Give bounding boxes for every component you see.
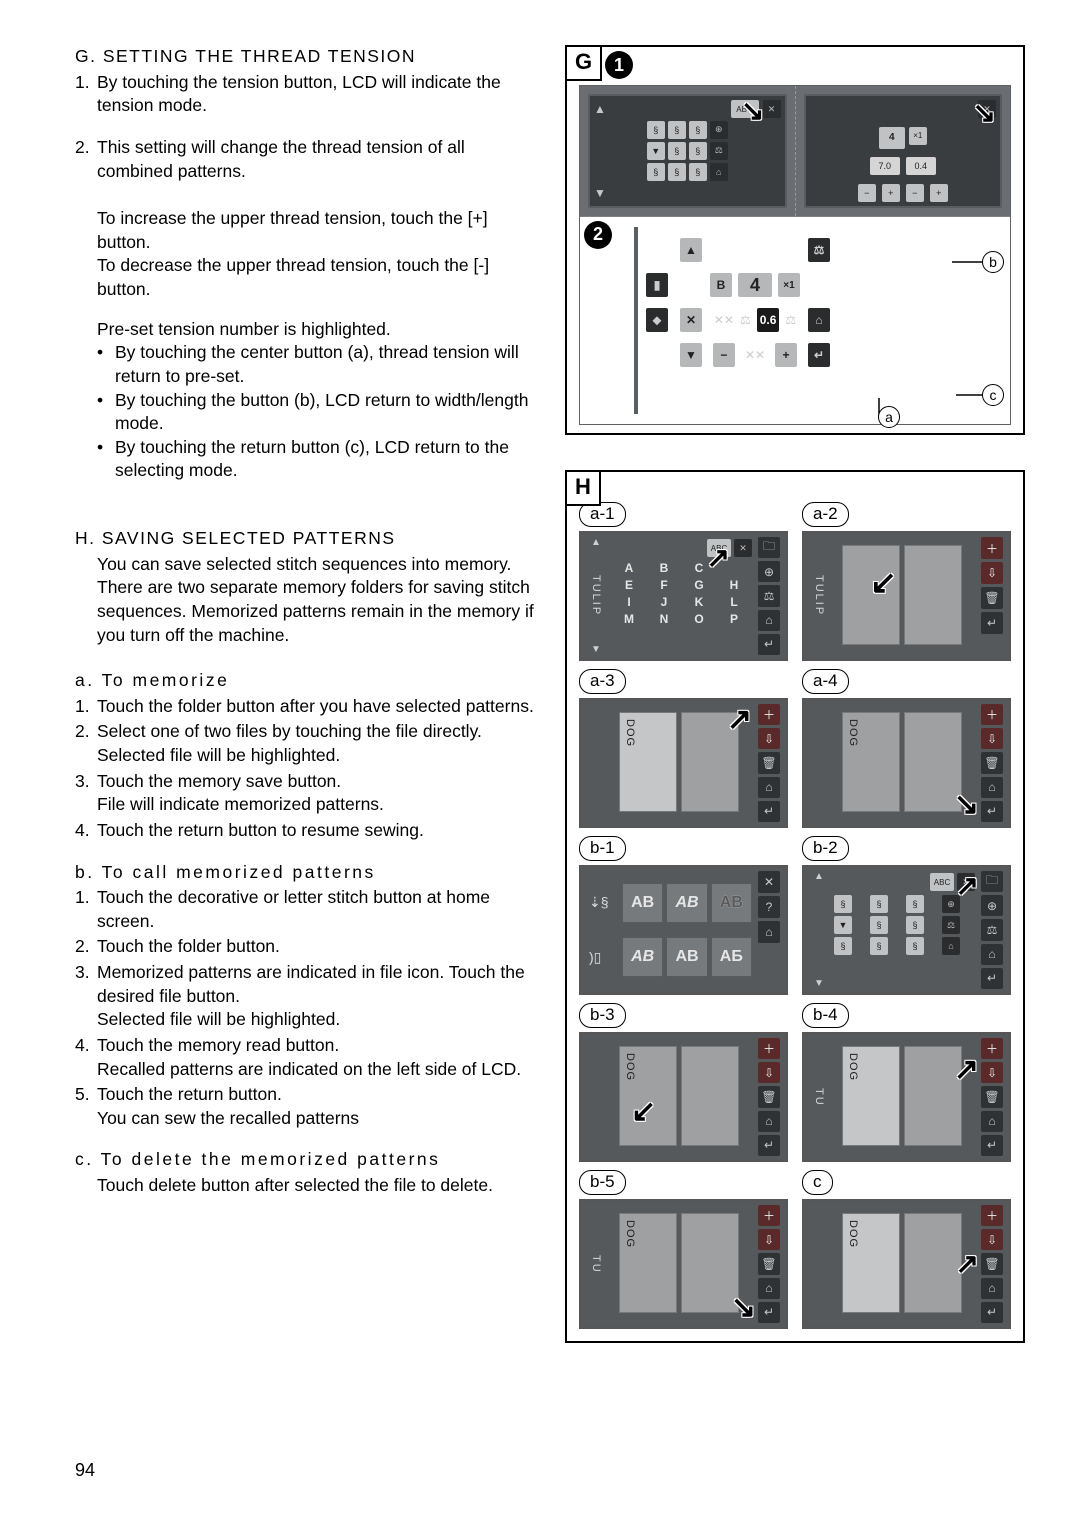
- delete-icon: 🗑: [981, 1253, 1003, 1274]
- h-intro: You can save selected stitch sequences i…: [75, 553, 535, 648]
- g-note-3: Pre-set tension number is highlighted.: [75, 318, 535, 342]
- letter-cell: A: [613, 561, 645, 575]
- letter-cell: G: [683, 578, 715, 592]
- text-column: G. SETTING THE THREAD TENSION 1. By touc…: [75, 45, 535, 1343]
- callout-2-icon: 2: [584, 221, 612, 249]
- cell-a2: a-2 TULIP ＋ ⇩🗑↵ ↙: [802, 502, 1011, 661]
- g-item-2: 2. This setting will change the thread t…: [75, 136, 535, 183]
- return-icon: ↵: [758, 1302, 780, 1323]
- cell-b3: b-3 DOG ＋⇩🗑⌂↵ ↙: [579, 1003, 788, 1162]
- return-icon: ↵: [808, 343, 830, 367]
- g-bullet-2: •By touching the button (b), LCD return …: [75, 389, 535, 436]
- letter-cell: J: [648, 595, 680, 609]
- cell-a3: a-3 DOG ＋⇩🗑⌂↵ ↗: [579, 669, 788, 828]
- letter-cell: P: [718, 612, 750, 626]
- heading-h: H. SAVING SELECTED PATTERNS: [75, 527, 535, 551]
- b-step-3: 3.Memorized patterns are indicated in fi…: [75, 961, 535, 1032]
- home-icon: ⌂: [808, 308, 830, 332]
- tension-icon: ⚖: [710, 142, 728, 160]
- length-display: 0.4: [906, 157, 936, 175]
- width-length-icon: ⚖: [808, 238, 830, 262]
- tension-value: 0.6: [757, 308, 780, 332]
- letter-cell: B: [648, 561, 680, 575]
- letter-cell: N: [648, 612, 680, 626]
- callout-c: c: [982, 384, 1004, 406]
- down-icon: [594, 184, 781, 202]
- download-icon: ⇩: [758, 728, 780, 749]
- sub-c-text: Touch delete button after selected the f…: [75, 1174, 535, 1198]
- cell-c: c DOG ＋⇩🗑⌂↵ ↗: [802, 1170, 1011, 1329]
- a-step-1: 1.Touch the folder button after you have…: [75, 695, 535, 719]
- figure-g-tag: G: [565, 45, 602, 81]
- figure-g: G 1 ABC ✕: [565, 45, 1025, 435]
- g2-screen: ▲⚖ ▮B4×1 ⬥✕ ✕✕⚖0.6⚖ ⌂ ▼ −✕✕+ ↵: [634, 227, 638, 414]
- width-display: 7.0: [870, 157, 900, 175]
- page-number: 94: [75, 1460, 95, 1481]
- big-4: 4: [879, 127, 905, 149]
- cell-b4: b-4 TU DOG ＋⇩🗑⌂↵ ↗: [802, 1003, 1011, 1162]
- b-step-5: 5.Touch the return button. You can sew t…: [75, 1083, 535, 1130]
- sub-a-heading: a. To memorize: [75, 669, 535, 693]
- minus-button: −: [713, 343, 735, 367]
- figure-h: H a-1 ▲TULIP▼ ABC✕ ABCEFGHIJKLMNOP 🗀 ⊕⚖⌂…: [565, 470, 1025, 1343]
- folder-icon: 🗀: [981, 871, 1003, 892]
- callout-b: b: [982, 251, 1004, 273]
- a-step-3: 3.Touch the memory save button. File wil…: [75, 770, 535, 817]
- letter-cell: L: [718, 595, 750, 609]
- a-step-2: 2.Select one of two files by touching th…: [75, 720, 535, 767]
- g-note-1: To increase the upper thread tension, to…: [75, 207, 535, 254]
- letter-cell: F: [648, 578, 680, 592]
- g-item-1: 1. By touching the tension button, LCD w…: [75, 71, 535, 118]
- g1-right-screen: ✕ 4 ×1 7.0 0.4 −+: [804, 94, 1003, 208]
- x-icon: ✕: [763, 100, 781, 118]
- cell-a4: a-4 DOG ＋⇩🗑⌂↵ ↘: [802, 669, 1011, 828]
- letter-cell: H: [718, 578, 750, 592]
- g1-left-screen: ABC ✕ §§§⊕ ▼§§⚖: [588, 94, 787, 208]
- g-note-2: To decrease the upper thread tension, to…: [75, 254, 535, 301]
- read-icon: ⇩: [981, 1062, 1003, 1083]
- letter-cell: K: [683, 595, 715, 609]
- figure-h-tag: H: [565, 470, 601, 506]
- heading-g: G. SETTING THE THREAD TENSION: [75, 45, 535, 69]
- save-icon: ＋: [981, 537, 1003, 559]
- letter-cell: M: [613, 612, 645, 626]
- g-bullet-1: •By touching the center button (a), thre…: [75, 341, 535, 388]
- b-step-4: 4.Touch the memory read button. Recalled…: [75, 1034, 535, 1081]
- b-step-1: 1.Touch the decorative or letter stitch …: [75, 886, 535, 933]
- letter-cell: O: [683, 612, 715, 626]
- sub-c-heading: c. To delete the memorized patterns: [75, 1148, 535, 1172]
- cell-b2: b-2 ▲▼ ABC✕ §§§⊕ ▼§§⚖ §§§⌂ 🗀⊕⚖⌂↵ ↗: [802, 836, 1011, 995]
- figure-column: G 1 ABC ✕: [565, 45, 1025, 1343]
- b-step-2: 2.Touch the folder button.: [75, 935, 535, 959]
- callout-1-icon: 1: [605, 51, 633, 79]
- letter-cell: I: [613, 595, 645, 609]
- letter-cell: E: [613, 578, 645, 592]
- up-icon: [594, 100, 606, 118]
- callout-a: a: [878, 406, 900, 428]
- page: G. SETTING THE THREAD TENSION 1. By touc…: [75, 45, 1025, 1343]
- cell-b5: b-5 TU DOG ＋⇩🗑⌂↵ ↘: [579, 1170, 788, 1329]
- folder-icon: 🗀: [758, 537, 780, 558]
- cell-a1: a-1 ▲TULIP▼ ABC✕ ABCEFGHIJKLMNOP 🗀 ⊕⚖⌂↵ …: [579, 502, 788, 661]
- plus-button: +: [775, 343, 797, 367]
- g-bullet-3: •By touching the return button (c), LCD …: [75, 436, 535, 483]
- return-icon: ↵: [981, 801, 1003, 822]
- cell-b1: b-1 ⇣§ AB AB AB )▯ AB AB АБ ✕?⌂: [579, 836, 788, 995]
- a-step-4: 4.Touch the return button to resume sewi…: [75, 819, 535, 843]
- sub-b-heading: b. To call memorized patterns: [75, 861, 535, 885]
